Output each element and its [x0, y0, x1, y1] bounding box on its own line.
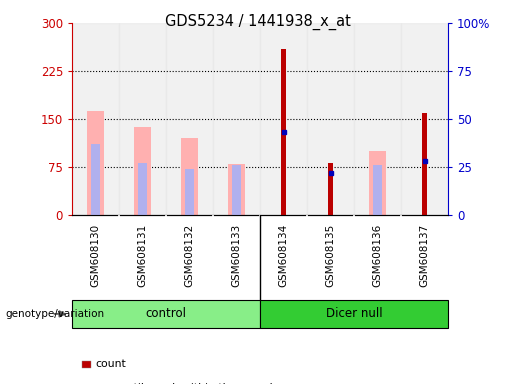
- Text: GSM608132: GSM608132: [184, 223, 195, 287]
- Text: GSM608135: GSM608135: [325, 223, 336, 287]
- Bar: [354, 23, 401, 215]
- Text: GSM608130: GSM608130: [91, 223, 100, 286]
- Text: genotype/variation: genotype/variation: [5, 309, 104, 319]
- Bar: [88, 111, 104, 215]
- Text: count: count: [96, 359, 127, 369]
- Bar: [401, 23, 448, 215]
- Bar: [72, 23, 119, 215]
- Bar: [213, 23, 260, 215]
- Text: GSM608133: GSM608133: [232, 223, 242, 287]
- Bar: [373, 165, 382, 215]
- Bar: [281, 49, 286, 215]
- Bar: [369, 151, 386, 215]
- Bar: [138, 163, 147, 215]
- Bar: [181, 138, 198, 215]
- Text: GSM608131: GSM608131: [138, 223, 148, 287]
- Bar: [228, 164, 245, 215]
- Text: GSM608136: GSM608136: [372, 223, 383, 287]
- Bar: [91, 144, 100, 215]
- Text: GSM608134: GSM608134: [279, 223, 288, 287]
- Bar: [422, 113, 427, 215]
- Bar: [260, 23, 307, 215]
- Bar: [307, 23, 354, 215]
- Text: percentile rank within the sample: percentile rank within the sample: [96, 383, 279, 384]
- FancyBboxPatch shape: [260, 300, 448, 328]
- Text: Dicer null: Dicer null: [326, 308, 382, 320]
- Bar: [328, 162, 333, 215]
- Bar: [166, 23, 213, 215]
- Bar: [185, 169, 194, 215]
- Bar: [232, 165, 241, 215]
- FancyBboxPatch shape: [72, 300, 260, 328]
- Bar: [119, 23, 166, 215]
- Text: GSM608137: GSM608137: [420, 223, 430, 287]
- Bar: [134, 127, 151, 215]
- Text: GDS5234 / 1441938_x_at: GDS5234 / 1441938_x_at: [165, 13, 350, 30]
- Text: control: control: [146, 308, 186, 320]
